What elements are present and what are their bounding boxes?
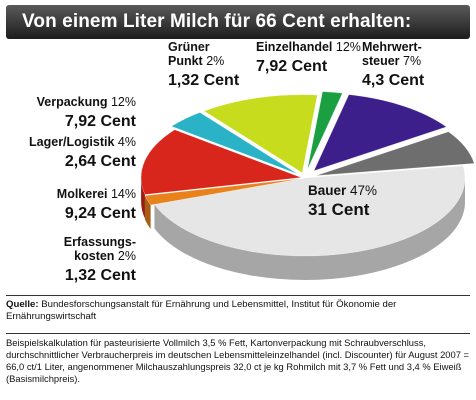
pie-slice-side [154,178,465,280]
slice-name: steuer 7% [362,54,421,68]
divider [6,295,470,296]
slice-label: Einzelhandel 12% 7,92 Cent [256,40,361,75]
pie-slices [140,91,475,257]
slice-value: 4,3 Cent [362,72,425,89]
source-text: Bundesforschungsanstalt für Ernährung un… [6,299,397,322]
pie-slice [307,91,343,170]
slice-name: Molkerei 14% [57,187,136,201]
pie-chart: Bauer 47% 31 Cent Erfassungs-kosten 2% 1,32… [29,40,475,284]
slice-name: Mehrwert- [362,40,422,54]
pie-slice [203,94,318,174]
slice-value: 7,92 Cent [256,58,328,75]
source-label: Quelle: [6,299,39,310]
slice-label: Grüner Punkt 2% 1,32 Cent [168,40,240,89]
slice-percent: 2% [114,249,136,263]
pie-slice [140,129,302,195]
source-line: Quelle: Bundesforschungsanstalt für Ernä… [6,299,468,323]
pie-sides [141,177,465,280]
slice-name: Lager/Logistik 4% [29,135,136,149]
slice-name: Verpackung 12% [37,95,136,109]
slice-name: Grüner [168,40,210,54]
slice-percent: 7% [400,54,422,68]
slice-percent: 12% [332,40,361,54]
slice-name: Punkt 2% [168,54,224,68]
pie-slice [144,178,302,206]
pie-slice-side [145,195,151,230]
slice-value: 31 Cent [308,200,370,219]
pie-slice [153,165,466,257]
slice-value: 7,92 Cent [65,113,137,130]
divider [6,333,470,334]
pie-slice-side [141,177,145,219]
slice-percent: 47% [346,183,377,198]
slice-percent: 2% [203,54,225,68]
slice-percent: 12% [108,95,137,109]
slice-name: Bauer 47% [308,183,377,198]
slice-value: 1,32 Cent [168,72,240,89]
slice-value: 9,24 Cent [65,205,137,222]
slice-value: 2,64 Cent [65,153,137,170]
slice-label: Lager/Logistik 4% 2,64 Cent [29,135,137,170]
slice-label: Erfassungs-kosten 2% 1,32 Cent [64,235,137,284]
slice-name: Einzelhandel 12% [256,40,361,54]
slice-label: Bauer 47% 31 Cent [308,183,377,219]
calculation-note: Beispielskalkulation für pasteurisierte … [6,337,470,384]
title-bar: Von einem Liter Milch für 66 Cent erhalt… [6,5,470,39]
slice-name: Erfassungs- [64,235,136,249]
pie-slice [313,94,447,172]
slice-value: 1,32 Cent [65,267,137,284]
pie-slice [170,112,299,175]
slice-name: kosten 2% [74,249,136,263]
slice-label: Mehrwert-steuer 7% 4,3 Cent [362,40,425,89]
slice-percent: 4% [114,135,136,149]
pie-labels: Bauer 47% 31 Cent Erfassungs-kosten 2% 1,32… [29,40,425,284]
pie-slice [316,131,475,176]
chart-title: Von einem Liter Milch für 66 Cent erhalt… [22,11,412,32]
slice-percent: 14% [108,187,137,201]
slice-label: Molkerei 14% 9,24 Cent [57,187,137,222]
slice-label: Verpackung 12% 7,92 Cent [37,95,137,130]
